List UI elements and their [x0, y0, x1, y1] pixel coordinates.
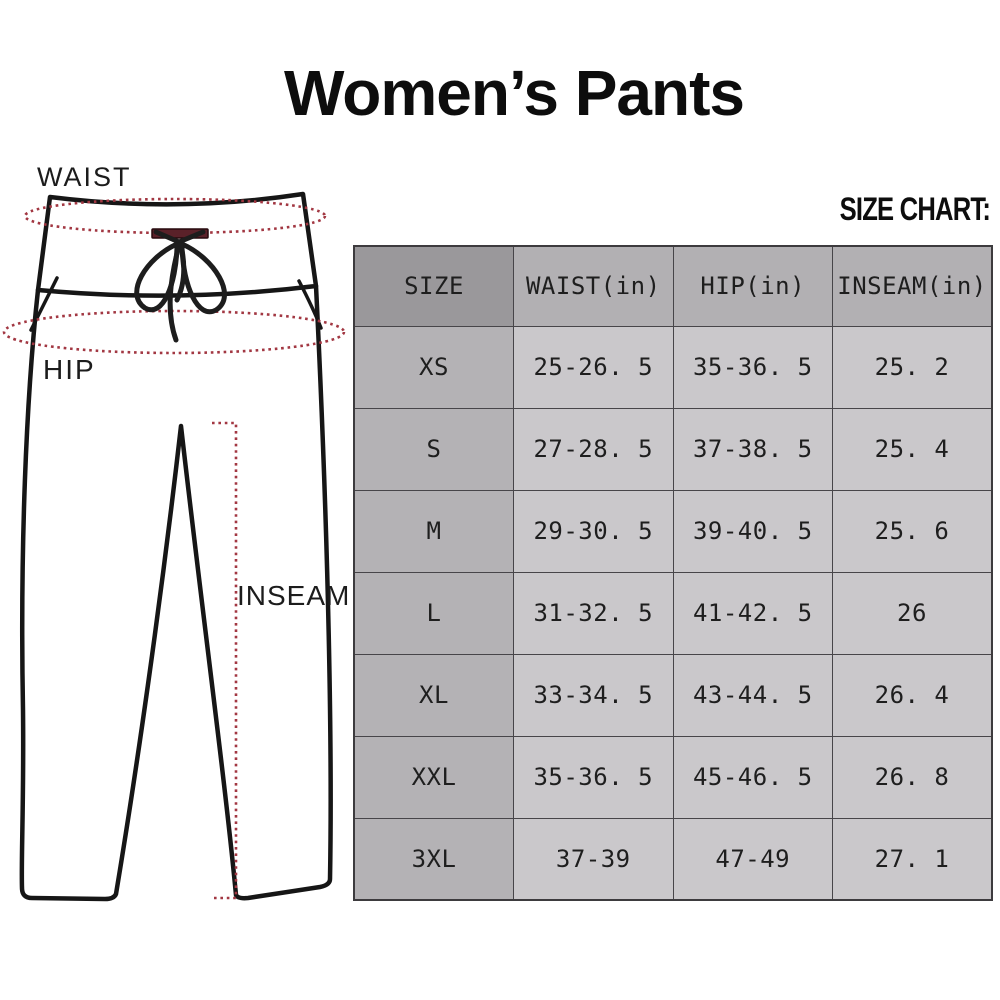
size-cell: L: [353, 571, 514, 655]
header-cell: INSEAM(in): [832, 245, 993, 327]
page-title: Women’s Pants: [284, 57, 745, 129]
value-cell: 25-26. 5: [513, 325, 674, 409]
value-cell: 33-34. 5: [513, 653, 674, 737]
value-cell: 35-36. 5: [513, 735, 674, 819]
size-cell: XL: [353, 653, 514, 737]
value-cell: 26. 8: [832, 735, 993, 819]
value-cell: 25. 4: [832, 407, 993, 491]
table-row: XL 33-34. 5 43-44. 5 26. 4: [353, 653, 993, 737]
value-cell: 37-38. 5: [672, 407, 833, 491]
drawstring-bow-right-fan: [176, 229, 206, 245]
size-cell: XS: [353, 325, 514, 409]
header-cell: HIP(in): [672, 245, 833, 327]
value-cell: 45-46. 5: [672, 735, 833, 819]
pants-diagram: WAIST HIP INSEAM: [0, 150, 360, 920]
value-cell: 25. 6: [832, 489, 993, 573]
value-cell: 37-39: [513, 817, 674, 901]
size-cell: M: [353, 489, 514, 573]
value-cell: 26. 4: [832, 653, 993, 737]
table-row: L 31-32. 5 41-42. 5 26: [353, 571, 993, 655]
drawstring-short-tail: [174, 242, 187, 303]
waist-label: WAIST: [37, 162, 132, 192]
value-cell: 35-36. 5: [672, 325, 833, 409]
hip-label: HIP: [43, 354, 96, 385]
hip-measure-ellipse: [2, 309, 346, 355]
drawstring-tail: [167, 242, 182, 343]
right-pocket-line: [297, 279, 323, 330]
value-cell: 43-44. 5: [672, 653, 833, 737]
waist-measure-ellipse: [23, 197, 327, 235]
size-chart-heading: SIZE CHART:: [839, 191, 991, 227]
left-pocket-line: [29, 276, 59, 332]
table-row: XS 25-26. 5 35-36. 5 25. 2: [353, 325, 993, 409]
size-table: SIZE WAIST(in) HIP(in) INSEAM(in) XS 25-26. …: [353, 245, 993, 901]
table-row: S 27-28. 5 37-38. 5 25. 4: [353, 407, 993, 491]
size-table-header-row: SIZE WAIST(in) HIP(in) INSEAM(in): [353, 245, 993, 327]
size-table-body: XS 25-26. 5 35-36. 5 25. 2 S 27-28. 5 37-38. 5…: [353, 325, 993, 901]
pants-legs-outline: [19, 283, 333, 902]
header-cell: WAIST(in): [513, 245, 674, 327]
value-cell: 39-40. 5: [672, 489, 833, 573]
table-row: XXL 35-36. 5 45-46. 5 26. 8: [353, 735, 993, 819]
value-cell: 31-32. 5: [513, 571, 674, 655]
value-cell: 26: [832, 571, 993, 655]
value-cell: 47-49: [672, 817, 833, 901]
table-row: 3XL 37-39 47-49 27. 1: [353, 817, 993, 901]
drawstring-bow-left-fan: [153, 229, 182, 245]
table-row: M 29-30. 5 39-40. 5 25. 6: [353, 489, 993, 573]
size-cell: XXL: [353, 735, 514, 819]
size-cell: S: [353, 407, 514, 491]
value-cell: 27-28. 5: [513, 407, 674, 491]
inseam-label: INSEAM: [237, 580, 351, 611]
header-cell-size: SIZE: [353, 245, 514, 327]
size-cell: 3XL: [353, 817, 514, 901]
value-cell: 25. 2: [832, 325, 993, 409]
value-cell: 41-42. 5: [672, 571, 833, 655]
value-cell: 29-30. 5: [513, 489, 674, 573]
pants-drawing-svg: [2, 191, 346, 902]
value-cell: 27. 1: [832, 817, 993, 901]
drawstring-bow-right-loop: [179, 241, 227, 315]
